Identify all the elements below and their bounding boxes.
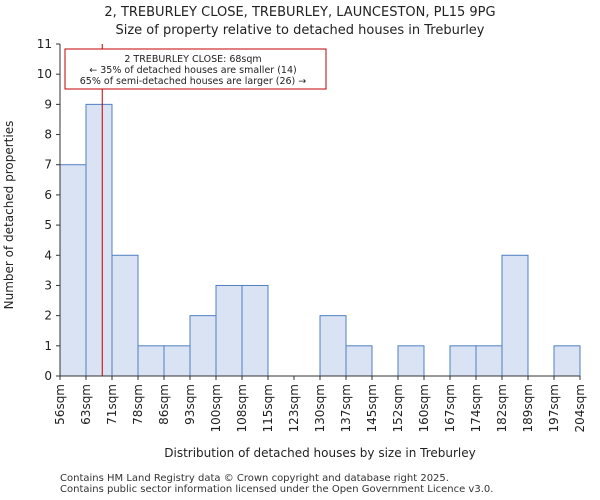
x-tick-label: 137sqm bbox=[339, 384, 353, 432]
x-tick-label: 167sqm bbox=[443, 384, 457, 432]
bar bbox=[59, 164, 87, 377]
y-tick-label: 8 bbox=[44, 128, 52, 142]
y-tick-label: 9 bbox=[44, 97, 52, 111]
footer-line-2: Contains public sector information licen… bbox=[60, 484, 494, 495]
x-tick-label: 152sqm bbox=[391, 384, 405, 432]
bars-layer bbox=[59, 103, 581, 377]
x-tick-label: 189sqm bbox=[521, 384, 535, 432]
y-axis-label: Number of detached properties bbox=[2, 121, 16, 310]
annotation-line-2: ← 35% of detached houses are smaller (14… bbox=[89, 65, 296, 76]
x-tick-label: 100sqm bbox=[209, 384, 223, 432]
chart-title: 2, TREBURLEY CLOSE, TREBURLEY, LAUNCESTO… bbox=[104, 5, 496, 20]
x-tick-label: 182sqm bbox=[495, 384, 509, 432]
bar bbox=[449, 345, 477, 377]
bar bbox=[319, 315, 347, 377]
x-tick-label: 160sqm bbox=[417, 384, 431, 432]
y-tick-label: 2 bbox=[44, 309, 52, 323]
y-tick-label: 10 bbox=[37, 67, 52, 81]
x-tick-label: 115sqm bbox=[261, 384, 275, 432]
footer-line-1: Contains HM Land Registry data © Crown c… bbox=[60, 473, 449, 484]
chart-subtitle: Size of property relative to detached ho… bbox=[115, 23, 485, 38]
bar bbox=[501, 254, 529, 377]
bar bbox=[85, 103, 113, 377]
bar bbox=[163, 345, 191, 377]
bar bbox=[215, 284, 243, 377]
annotation-layer: 2 TREBURLEY CLOSE: 68sqm ← 35% of detach… bbox=[64, 48, 327, 90]
bar bbox=[189, 315, 217, 377]
annotation-line-1: 2 TREBURLEY CLOSE: 68sqm bbox=[124, 54, 261, 65]
bar bbox=[475, 345, 503, 377]
x-axis-label: Distribution of detached houses by size … bbox=[164, 446, 476, 460]
y-tick-label: 6 bbox=[44, 188, 52, 202]
y-tick-label: 1 bbox=[44, 339, 52, 353]
x-tick-label: 197sqm bbox=[547, 384, 561, 432]
x-tick-label: 174sqm bbox=[469, 384, 483, 432]
x-tick-label: 93sqm bbox=[183, 384, 197, 425]
x-tick-label: 130sqm bbox=[313, 384, 327, 432]
x-tick-label: 123sqm bbox=[287, 384, 301, 432]
x-tick-label: 145sqm bbox=[365, 384, 379, 432]
x-tick-label: 71sqm bbox=[105, 384, 119, 425]
y-tick-label: 7 bbox=[44, 158, 52, 172]
x-tick-label: 56sqm bbox=[53, 384, 67, 425]
x-tick-label: 63sqm bbox=[79, 384, 93, 425]
y-tick-label: 5 bbox=[44, 218, 52, 232]
bar bbox=[111, 254, 139, 377]
y-tick-label: 4 bbox=[44, 248, 52, 262]
y-tick-label: 0 bbox=[44, 369, 52, 383]
bar bbox=[345, 345, 373, 377]
bar bbox=[137, 345, 165, 377]
y-tick-label: 3 bbox=[44, 278, 52, 292]
y-tick-label: 11 bbox=[37, 37, 52, 51]
x-tick-label: 86sqm bbox=[157, 384, 171, 425]
x-tick-label: 108sqm bbox=[235, 384, 249, 432]
bar bbox=[553, 345, 581, 377]
footer: Contains HM Land Registry data © Crown c… bbox=[60, 473, 493, 495]
x-tick-label: 78sqm bbox=[131, 384, 145, 425]
bar bbox=[397, 345, 425, 377]
annotation-line-3: 65% of semi-detached houses are larger (… bbox=[80, 76, 307, 87]
annotation-box bbox=[64, 48, 327, 90]
bar bbox=[241, 284, 269, 377]
chart-title-block: 2, TREBURLEY CLOSE, TREBURLEY, LAUNCESTO… bbox=[0, 4, 600, 40]
axes-layer: 0 1 2 3 4 5 6 7 8 9 10 11 56sqm 63sqm 71sqm 78sqm 86sqm 9… bbox=[37, 37, 587, 432]
x-tick-label: 204sqm bbox=[573, 384, 587, 432]
